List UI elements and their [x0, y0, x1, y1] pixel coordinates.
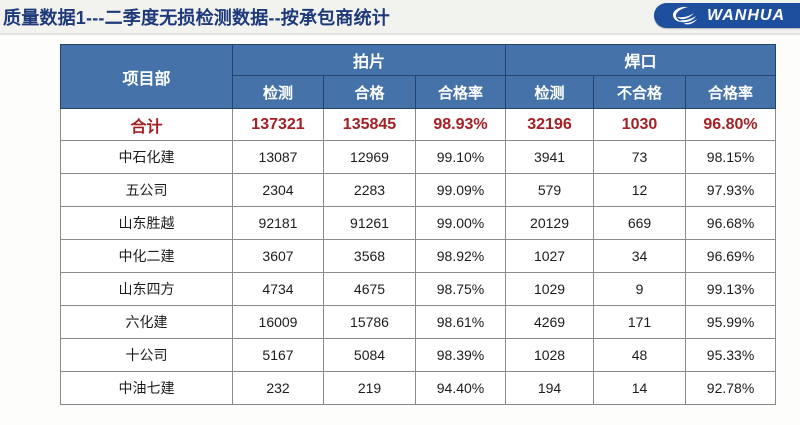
row-label: 山东胜越 — [60, 206, 233, 240]
cell: 16009 — [232, 305, 324, 339]
col-header-film-passed: 合格 — [323, 75, 416, 109]
table-row: 十公司 5167 5084 98.39% 1028 48 95.33% — [60, 338, 777, 372]
col-header-project: 项目部 — [60, 44, 233, 109]
title-bar: 质量数据1---二季度无损检测数据--按承包商统计 WANHUA — [0, 0, 800, 35]
cell: 99.13% — [685, 272, 777, 306]
cell: 12 — [593, 173, 687, 207]
row-label: 山东四方 — [60, 272, 233, 306]
cell: 98.39% — [414, 338, 507, 372]
cell: 4269 — [505, 305, 595, 339]
total-row: 合计 137321 135845 98.93% 32196 1030 96.80… — [60, 108, 777, 141]
row-label: 合计 — [60, 108, 233, 141]
table-row: 山东胜越 92181 91261 99.00% 20129 669 96.68% — [60, 206, 777, 240]
cell: 171 — [593, 305, 687, 339]
cell: 48 — [593, 338, 687, 372]
cell: 92181 — [232, 206, 324, 240]
col-header-weld-failed: 不合格 — [593, 75, 687, 109]
wanhua-swoosh-icon — [673, 6, 697, 25]
table-row: 中化二建 3607 3568 98.92% 1027 34 96.69% — [60, 239, 777, 273]
cell: 91261 — [323, 206, 416, 240]
row-label: 十公司 — [60, 338, 233, 372]
cell: 232 — [232, 371, 324, 405]
cell: 13087 — [232, 140, 324, 174]
cell: 1027 — [505, 239, 595, 273]
cell: 1028 — [505, 338, 595, 372]
row-label: 六化建 — [60, 305, 233, 339]
col-header-film-pass-rate: 合格率 — [414, 75, 507, 109]
cell: 96.69% — [685, 239, 777, 273]
cell: 4734 — [232, 272, 324, 306]
cell: 14 — [593, 371, 687, 405]
cell: 5084 — [323, 338, 416, 372]
cell: 98.15% — [685, 140, 777, 174]
cell: 1030 — [593, 108, 687, 141]
cell: 94.40% — [414, 371, 507, 405]
cell: 669 — [593, 206, 687, 240]
cell: 3941 — [505, 140, 595, 174]
col-group-film: 拍片 — [231, 44, 507, 76]
quality-data-table: 项目部 拍片 焊口 检测 合格 合格率 检测 不合格 合格率 合计 137321… — [60, 44, 777, 405]
cell: 95.99% — [685, 305, 777, 339]
cell: 95.33% — [685, 338, 777, 372]
cell: 5167 — [232, 338, 324, 372]
cell: 4675 — [323, 272, 416, 306]
cell: 3568 — [323, 239, 416, 273]
col-group-weld: 焊口 — [505, 44, 777, 76]
cell: 99.09% — [414, 173, 507, 207]
cell: 98.92% — [414, 239, 507, 273]
cell: 34 — [593, 239, 687, 273]
cell: 1029 — [505, 272, 595, 306]
cell: 97.93% — [685, 173, 777, 207]
cell: 99.00% — [414, 206, 507, 240]
row-label: 中化二建 — [60, 239, 233, 273]
col-header-weld-inspected: 检测 — [505, 75, 595, 109]
cell: 12969 — [323, 140, 416, 174]
cell: 96.80% — [685, 108, 777, 141]
table-row: 中油七建 232 219 94.40% 194 14 92.78% — [60, 371, 777, 405]
cell: 92.78% — [685, 371, 777, 405]
cell: 20129 — [505, 206, 595, 240]
row-label: 中石化建 — [60, 140, 233, 174]
col-header-weld-pass-rate: 合格率 — [685, 75, 777, 109]
logo-text: WANHUA — [707, 6, 785, 24]
table-row: 六化建 16009 15786 98.61% 4269 171 95.99% — [60, 305, 777, 339]
table-row: 五公司 2304 2283 99.09% 579 12 97.93% — [60, 173, 777, 207]
cell: 3607 — [232, 239, 324, 273]
col-header-film-inspected: 检测 — [232, 75, 324, 109]
cell: 219 — [323, 371, 416, 405]
cell: 135845 — [323, 108, 416, 141]
cell: 98.61% — [414, 305, 507, 339]
cell: 2283 — [323, 173, 416, 207]
row-label: 五公司 — [60, 173, 233, 207]
cell: 98.75% — [414, 272, 507, 306]
cell: 73 — [593, 140, 687, 174]
cell: 194 — [505, 371, 595, 405]
cell: 99.10% — [414, 140, 507, 174]
cell: 96.68% — [685, 206, 777, 240]
cell: 2304 — [232, 173, 324, 207]
cell: 32196 — [505, 108, 595, 141]
page-title: 质量数据1---二季度无损检测数据--按承包商统计 — [3, 8, 390, 28]
cell: 137321 — [232, 108, 324, 141]
company-logo: WANHUA — [654, 3, 800, 28]
table-row: 中石化建 13087 12969 99.10% 3941 73 98.15% — [60, 140, 777, 174]
cell: 579 — [505, 173, 595, 207]
table-row: 山东四方 4734 4675 98.75% 1029 9 99.13% — [60, 272, 777, 306]
cell: 9 — [593, 272, 687, 306]
cell: 15786 — [323, 305, 416, 339]
row-label: 中油七建 — [60, 371, 233, 405]
cell: 98.93% — [414, 108, 507, 141]
